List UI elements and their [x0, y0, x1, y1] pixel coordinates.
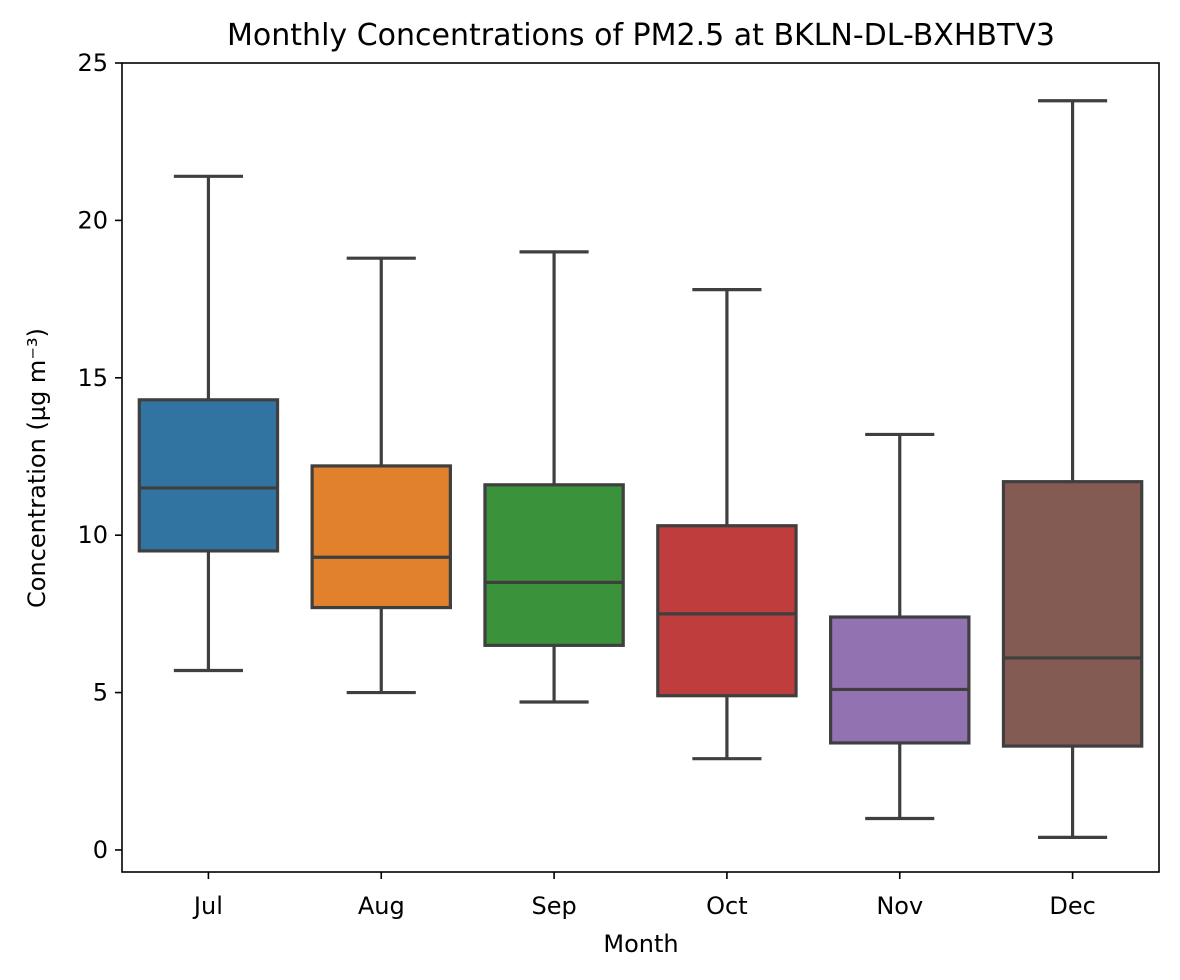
y-tick-label: 25	[77, 49, 108, 77]
box-dec	[1001, 480, 1144, 748]
x-tick-label: Sep	[531, 892, 576, 920]
y-tick-label: 20	[77, 206, 108, 234]
y-axis-label: Concentration (µg m⁻³)	[23, 328, 51, 608]
box-group-nov	[829, 432, 971, 821]
y-tick-label: 15	[77, 364, 108, 392]
box-jul	[137, 398, 280, 553]
y-tick-label: 10	[77, 521, 108, 549]
plot-frame	[121, 62, 1160, 873]
box-group-sep	[483, 250, 625, 704]
box-nov	[829, 615, 971, 745]
box-group-dec	[1001, 99, 1144, 839]
box-sep	[483, 483, 625, 647]
x-tick-label: Dec	[1049, 892, 1095, 920]
y-tick-label: 5	[93, 679, 108, 707]
x-axis: Jul Aug Sep Oct Nov Dec	[192, 872, 1096, 920]
box-oct	[656, 524, 798, 698]
boxes-layer	[137, 99, 1144, 839]
x-tick-label: Jul	[192, 892, 223, 920]
x-tick-label: Aug	[358, 892, 405, 920]
x-axis-label: Month	[603, 930, 678, 958]
y-tick-label: 0	[93, 836, 108, 864]
x-tick-label: Nov	[876, 892, 923, 920]
y-axis: 0 5 10 15 20 25	[77, 49, 122, 864]
box-group-jul	[137, 174, 280, 673]
chart-title: Monthly Concentrations of PM2.5 at BKLN-…	[227, 18, 1055, 53]
box-group-oct	[656, 288, 798, 761]
box-aug	[310, 464, 452, 610]
box-group-aug	[310, 256, 452, 695]
x-tick-label: Oct	[706, 892, 748, 920]
